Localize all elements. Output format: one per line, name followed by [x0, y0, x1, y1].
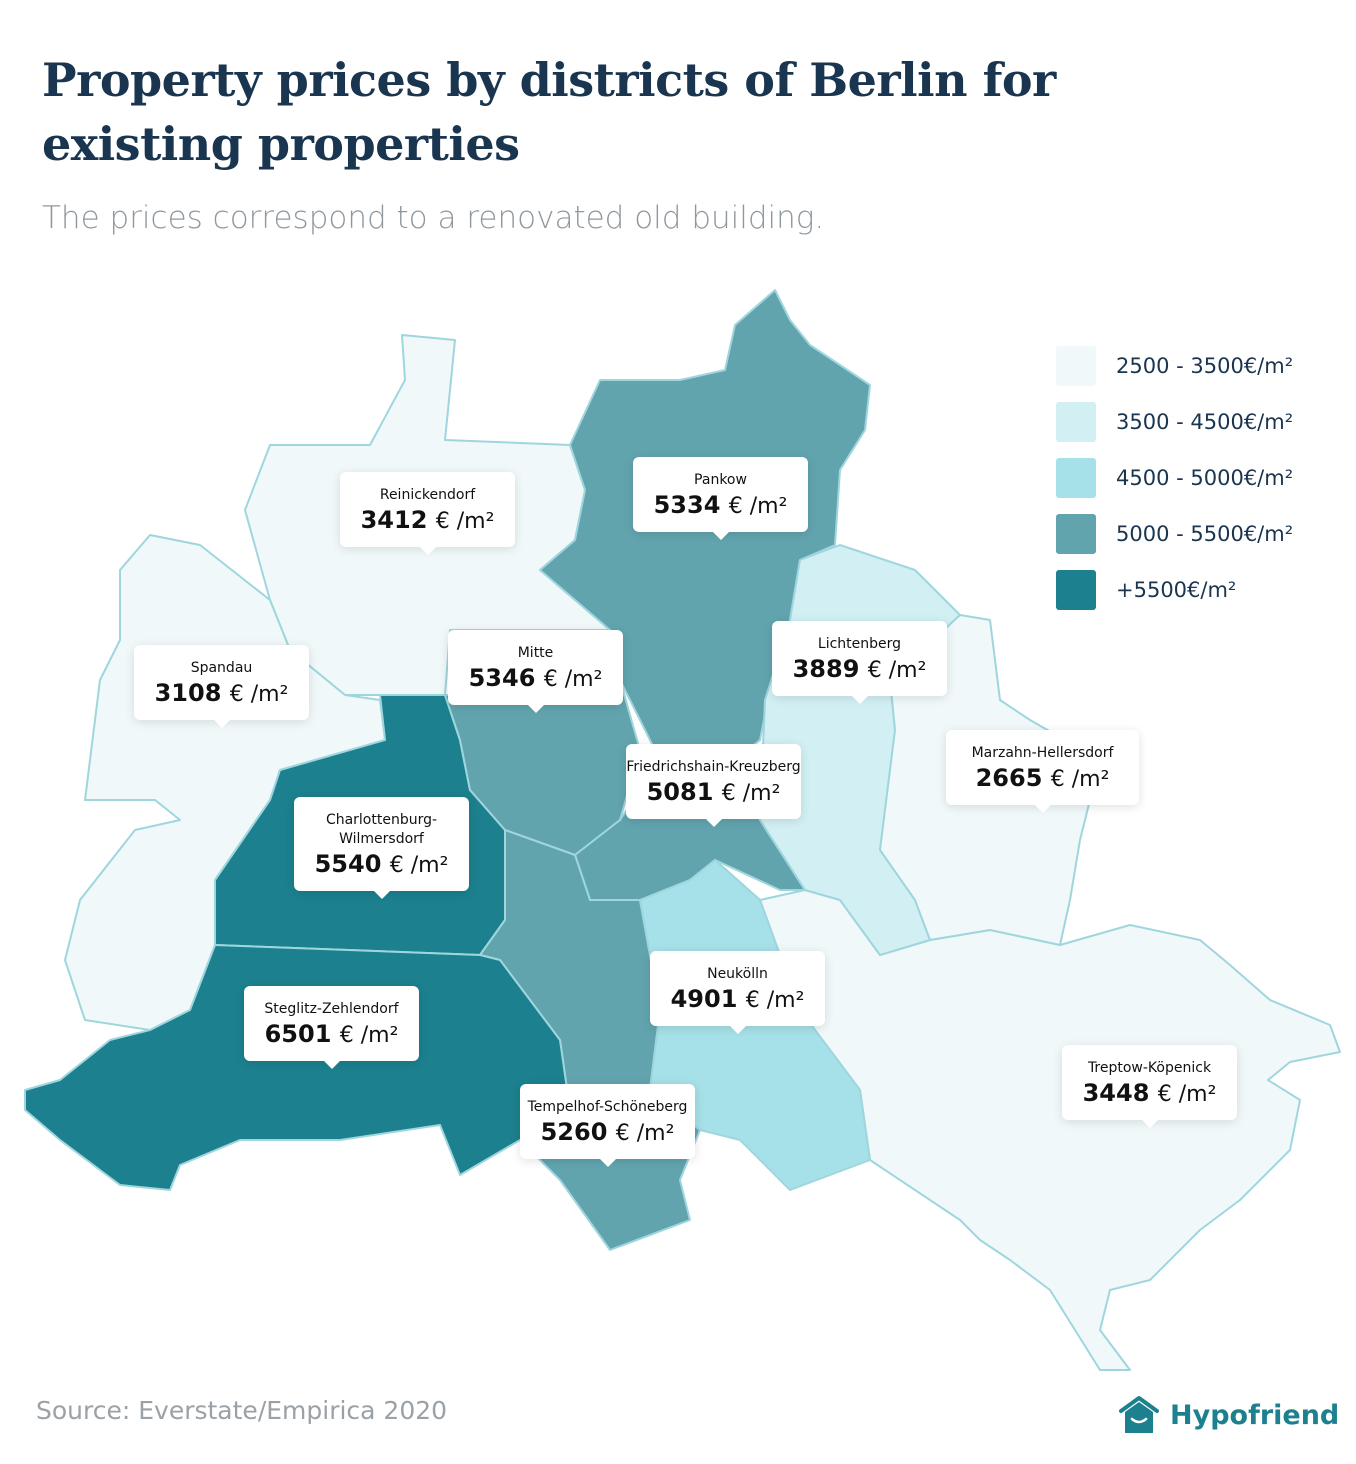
district-price: 5334 € /m²	[633, 490, 808, 522]
source-note: Source: Everstate/Empirica 2020	[36, 1396, 448, 1425]
price-unit: € /m²	[721, 781, 781, 806]
legend-label: 3500 - 4500€/m²	[1116, 410, 1294, 434]
district-price: 3412 € /m²	[340, 505, 515, 537]
legend-swatch	[1056, 402, 1096, 442]
price-unit: € /m²	[615, 1121, 675, 1146]
legend-label: 4500 - 5000€/m²	[1116, 466, 1294, 490]
price-value: 3412	[360, 506, 428, 534]
district-steglitz-zehlendorf[interactable]	[24, 944, 571, 1191]
district-name: Tempelhof-Schöneberg	[527, 1099, 688, 1115]
price-unit: € /m²	[1157, 1082, 1217, 1107]
price-value: 3448	[1082, 1079, 1150, 1107]
district-price: 5540 € /m²	[294, 849, 469, 881]
legend-label: 5000 - 5500€/m²	[1116, 522, 1294, 546]
price-value: 5260	[540, 1118, 608, 1146]
brand-name: Hypofriend	[1170, 1399, 1340, 1431]
district-price: 5346 € /m²	[448, 663, 623, 695]
district-price: 3448 € /m²	[1062, 1078, 1237, 1110]
district-name: Spandau	[190, 660, 253, 676]
district-label: Mitte 5346 € /m²	[448, 630, 623, 713]
district-label: Lichtenberg 3889 € /m²	[772, 621, 947, 704]
price-unit: € /m²	[435, 509, 495, 534]
legend-swatch	[1056, 458, 1096, 498]
price-unit: € /m²	[543, 667, 603, 692]
subtitle: The prices correspond to a renovated old…	[42, 200, 825, 236]
district-label: Neukölln 4901 € /m²	[650, 951, 825, 1034]
district-label: Friedrichshain-Kreuzberg 5081 € /m²	[626, 744, 801, 827]
district-label: Marzahn-Hellersdorf 2665 € /m²	[946, 730, 1139, 813]
district-label: Reinickendorf 3412 € /m²	[340, 472, 515, 555]
price-value: 3889	[792, 655, 860, 683]
district-name: Neukölln	[707, 966, 768, 982]
district-label: Spandau 3108 € /m²	[134, 645, 309, 728]
legend-label: +5500€/m²	[1116, 578, 1237, 602]
district-price: 5081 € /m²	[626, 777, 801, 809]
district-name: Pankow	[694, 472, 747, 488]
brand-logo: Hypofriend	[1118, 1395, 1339, 1435]
district-label: Charlottenburg-Wilmersdorf 5540 € /m²	[294, 797, 469, 899]
price-unit: € /m²	[728, 494, 788, 519]
price-value: 5334	[653, 491, 721, 519]
district-name: Steglitz-Zehlendorf	[264, 1001, 399, 1017]
price-unit: € /m²	[389, 853, 449, 878]
price-unit: € /m²	[867, 658, 927, 683]
district-name: Treptow-Köpenick	[1087, 1060, 1212, 1076]
district-name: Friedrichshain-Kreuzberg	[626, 759, 801, 775]
district-name: Lichtenberg	[817, 636, 902, 652]
district-price: 3889 € /m²	[772, 654, 947, 686]
price-value: 5081	[646, 778, 714, 806]
district-price: 2665 € /m²	[946, 763, 1139, 795]
district-name: Mitte	[517, 645, 554, 661]
legend-swatch	[1056, 346, 1096, 386]
price-value: 2665	[975, 764, 1043, 792]
legend-item: 2500 - 3500€/m²	[1056, 338, 1293, 394]
district-name: Reinickendorf	[379, 487, 476, 503]
district-name: Charlottenburg-Wilmersdorf	[325, 812, 438, 847]
price-value: 5540	[314, 850, 382, 878]
price-unit: € /m²	[745, 988, 805, 1013]
price-unit: € /m²	[229, 682, 289, 707]
price-value: 5346	[468, 664, 536, 692]
legend-item: 3500 - 4500€/m²	[1056, 394, 1293, 450]
district-price: 5260 € /m²	[520, 1117, 695, 1149]
district-label: Pankow 5334 € /m²	[633, 457, 808, 540]
house-smile-icon	[1119, 1396, 1159, 1433]
price-value: 3108	[154, 679, 222, 707]
legend-item: 5000 - 5500€/m²	[1056, 506, 1293, 562]
price-value: 6501	[264, 1020, 332, 1048]
price-value: 4901	[670, 985, 738, 1013]
legend-item: +5500€/m²	[1056, 562, 1293, 618]
district-label: Steglitz-Zehlendorf 6501 € /m²	[244, 986, 419, 1069]
district-price: 6501 € /m²	[244, 1019, 419, 1051]
legend-swatch	[1056, 570, 1096, 610]
price-unit: € /m²	[339, 1023, 399, 1048]
legend-swatch	[1056, 514, 1096, 554]
district-label: Treptow-Köpenick 3448 € /m²	[1062, 1045, 1237, 1128]
legend-label: 2500 - 3500€/m²	[1116, 354, 1294, 378]
price-unit: € /m²	[1050, 767, 1110, 792]
legend: 2500 - 3500€/m² 3500 - 4500€/m² 4500 - 5…	[1056, 338, 1293, 618]
district-price: 3108 € /m²	[134, 678, 309, 710]
page-title: Property prices by districts of Berlin f…	[42, 53, 1056, 171]
district-price: 4901 € /m²	[650, 984, 825, 1016]
legend-item: 4500 - 5000€/m²	[1056, 450, 1293, 506]
district-name: Marzahn-Hellersdorf	[971, 745, 1114, 761]
district-label: Tempelhof-Schöneberg 5260 € /m²	[520, 1084, 695, 1167]
